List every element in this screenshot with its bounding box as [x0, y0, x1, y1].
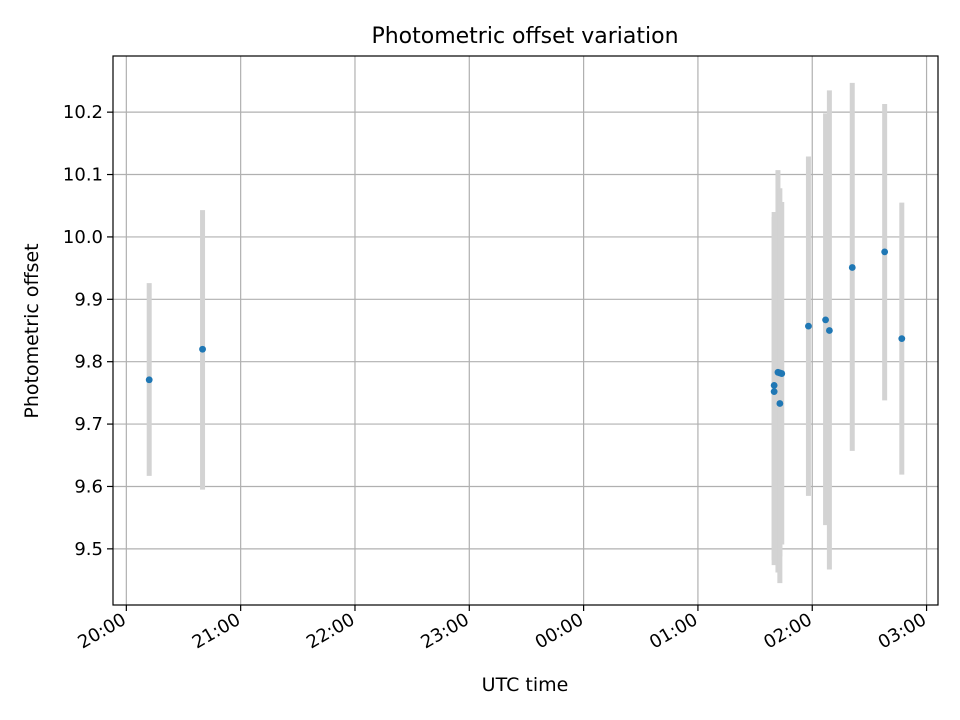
- y-tick-label: 9.7: [74, 414, 103, 435]
- plot-frame: [112, 55, 939, 606]
- grid: [113, 56, 938, 605]
- y-tick-label: 9.6: [74, 476, 103, 497]
- y-tick-label: 9.9: [74, 289, 103, 310]
- y-tick-label: 10.0: [63, 227, 103, 248]
- x-tick-label: 00:00: [532, 609, 587, 653]
- x-tick-label: 22:00: [303, 609, 358, 653]
- error-bars: [146, 82, 905, 584]
- x-axis-label: UTC time: [482, 674, 569, 696]
- x-tick-label: 21:00: [189, 609, 244, 653]
- y-tick-label: 9.5: [74, 539, 103, 560]
- data-point: [822, 316, 829, 324]
- y-tick-label: 10.2: [63, 102, 103, 123]
- data-point: [778, 370, 786, 377]
- data-point: [776, 400, 784, 407]
- chart-title: Photometric offset variation: [371, 24, 678, 49]
- data-point: [770, 382, 778, 389]
- x-tick-label: 20:00: [74, 609, 129, 653]
- x-tick-label: 02:00: [760, 609, 815, 653]
- data-point: [848, 264, 856, 271]
- data-point: [825, 327, 833, 334]
- x-axis-ticks: 20:00 21:00 22:00 23:00 00:00 01:00 02:00 03:00: [74, 605, 930, 653]
- data-point: [145, 376, 153, 384]
- y-tick-label: 9.8: [74, 352, 103, 373]
- x-tick-label: 01:00: [646, 609, 701, 653]
- data-point: [881, 248, 889, 256]
- y-axis-label: Photometric offset: [21, 243, 43, 418]
- data-point: [805, 322, 812, 330]
- y-tick-label: 10.1: [63, 165, 103, 186]
- data-points: [145, 248, 906, 407]
- x-tick-label: 23:00: [417, 609, 472, 653]
- data-point: [898, 335, 906, 343]
- data-point: [199, 345, 206, 353]
- x-tick-label: 03:00: [875, 609, 930, 653]
- y-axis-ticks: 9.5 9.6 9.7 9.8 9.9 10.0 10.1 10.2: [63, 102, 113, 560]
- data-point: [770, 388, 778, 396]
